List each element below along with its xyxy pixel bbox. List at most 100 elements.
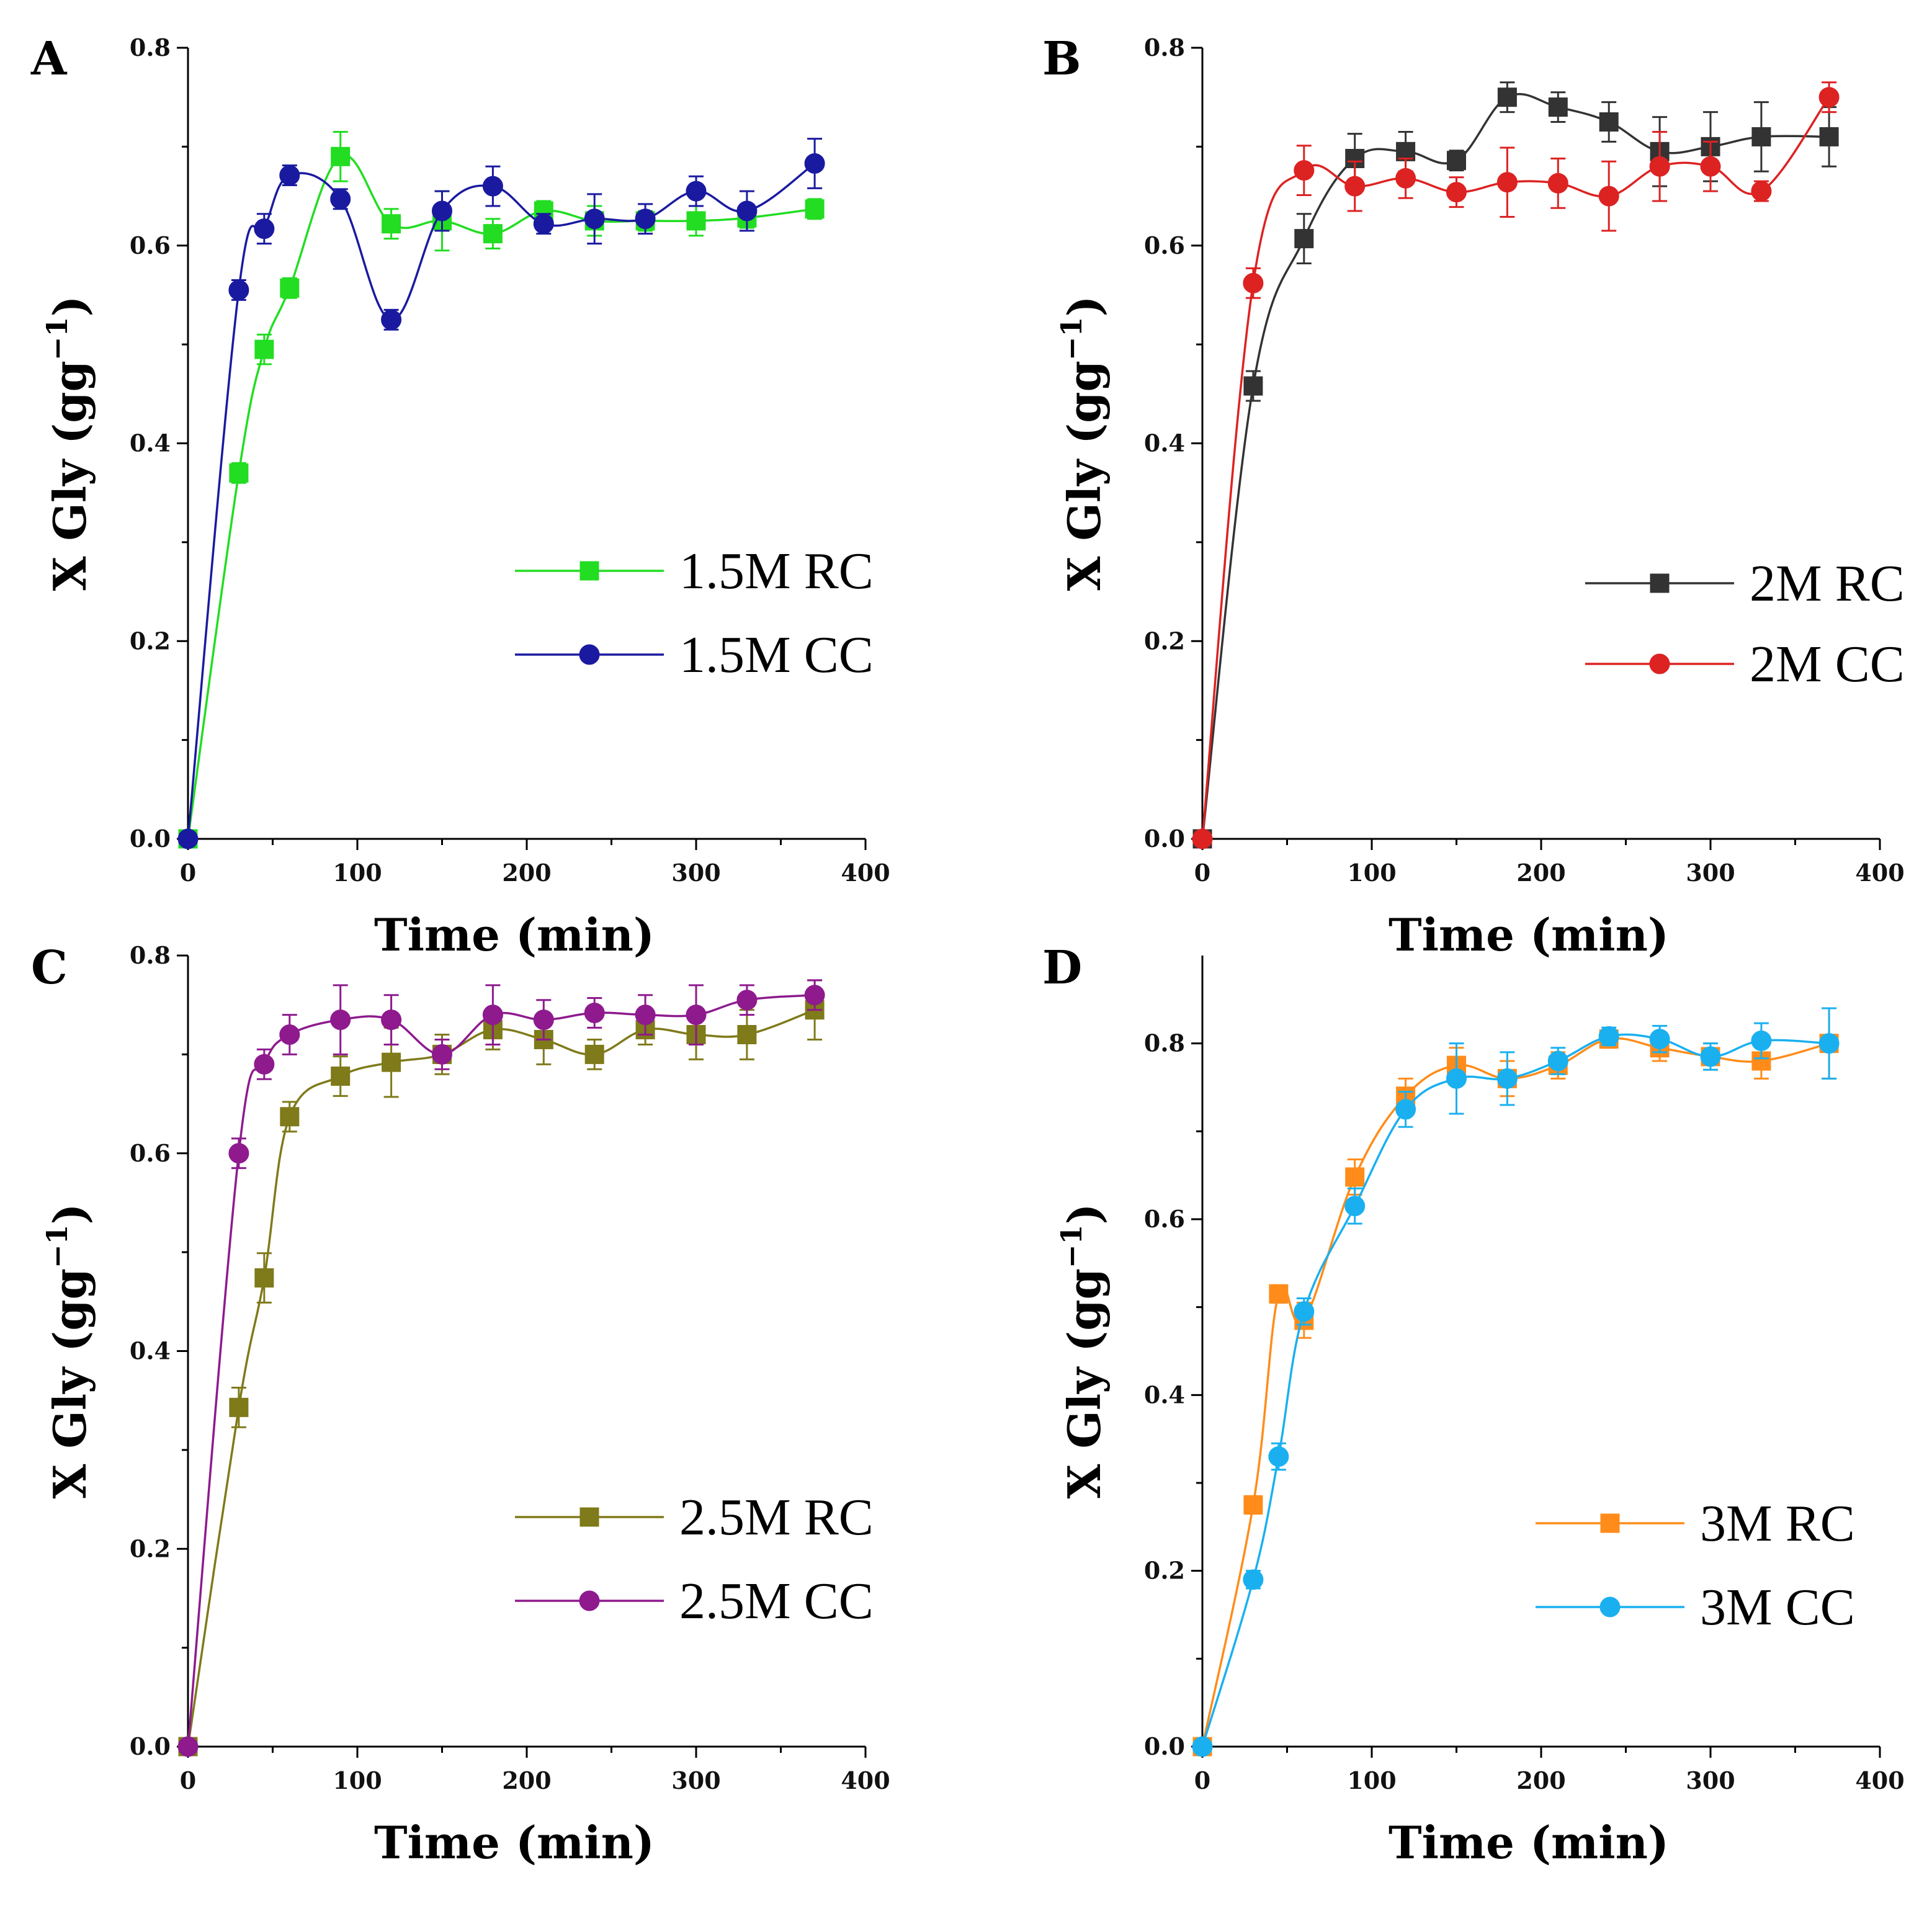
legend-entry: 2M CC: [1585, 635, 1905, 693]
data-point: [1818, 87, 1840, 108]
legend-marker: [579, 644, 600, 665]
x-tick-label: 200: [1516, 1766, 1565, 1794]
data-point: [736, 200, 758, 222]
data-point: [1395, 1099, 1416, 1120]
x-tick-label: 0: [180, 859, 196, 887]
data-point: [381, 309, 402, 330]
data-point: [804, 153, 825, 174]
panel-label: B: [1042, 32, 1081, 86]
panel-label: C: [31, 941, 68, 995]
data-point: [1294, 229, 1314, 249]
data-point: [177, 828, 199, 849]
data-point: [533, 213, 554, 235]
panel-label: D: [1042, 941, 1082, 995]
data-point: [804, 985, 825, 1006]
y-axis-title-superscript: −1: [40, 317, 74, 361]
series-line: [1201, 96, 1830, 839]
data-point: [432, 200, 452, 222]
x-tick-label: 100: [333, 1766, 382, 1794]
x-tick-label: 100: [1347, 859, 1396, 887]
data-point: [482, 176, 503, 197]
data-point: [1547, 172, 1568, 194]
data-point: [229, 463, 249, 483]
series-2M-RC: [1192, 81, 1839, 849]
x-tick-label: 400: [841, 1766, 890, 1794]
data-point: [1598, 186, 1619, 207]
data-point: [381, 1009, 402, 1031]
y-tick-label: 0.8: [130, 34, 171, 61]
series-1_5M-CC: [177, 138, 825, 849]
data-point: [330, 1009, 351, 1031]
data-point: [1192, 1736, 1213, 1757]
legend-label: 2M CC: [1750, 635, 1905, 693]
x-tick-label: 300: [671, 859, 720, 887]
data-point: [1700, 156, 1721, 177]
data-point: [1751, 1030, 1772, 1051]
y-axis-title-main: X Gly (gg: [1058, 1268, 1111, 1498]
data-point: [228, 1143, 249, 1164]
legend-entry: 3M RC: [1536, 1495, 1855, 1552]
panel-c: C 0.0 0.2 0.4 0.6 0.8 0 100 200 300 400 Time (min) X…: [31, 941, 890, 1869]
data-point: [635, 208, 656, 230]
y-axis-title: X Gly (gg−1): [40, 1203, 96, 1498]
y-axis-title-superscript: −1: [40, 1225, 74, 1269]
data-point: [1269, 1284, 1289, 1304]
data-point: [382, 214, 401, 234]
legend-label: 2.5M RC: [679, 1488, 874, 1546]
data-point: [1496, 172, 1518, 193]
data-point: [279, 165, 300, 186]
data-point: [177, 1736, 199, 1757]
data-point: [1268, 1446, 1289, 1467]
data-point: [254, 218, 275, 240]
data-point: [1446, 182, 1467, 203]
y-tick-label: 0.0: [130, 1732, 171, 1760]
x-tick-label: 100: [1347, 1766, 1396, 1794]
y-tick-label: 0.8: [1144, 1029, 1185, 1057]
legend-label: 2M RC: [1750, 555, 1905, 612]
legend-label: 3M RC: [1700, 1495, 1855, 1552]
data-point: [533, 1009, 554, 1031]
data-point: [1243, 272, 1264, 293]
data-point: [584, 208, 605, 230]
data-point: [584, 1044, 604, 1064]
legend-entry: 2M RC: [1585, 555, 1905, 612]
y-axis-title: X Gly (gg−1): [40, 295, 96, 591]
data-point: [1649, 156, 1670, 177]
x-tick-label: 0: [180, 1766, 196, 1794]
x-tick-label: 200: [502, 1766, 551, 1794]
y-axis-title: X Gly (gg−1): [1055, 295, 1111, 591]
data-point: [1294, 1301, 1315, 1322]
series-3M-CC: [1192, 1007, 1840, 1757]
data-point: [686, 1005, 707, 1026]
y-axis-title-close: ): [1058, 295, 1111, 316]
y-tick-label: 0.2: [130, 1534, 171, 1562]
y-tick-label: 0.6: [130, 1139, 171, 1167]
data-point: [1344, 176, 1366, 197]
data-point: [1243, 1495, 1263, 1515]
y-tick-label: 0.6: [1144, 1205, 1185, 1233]
data-point: [280, 1107, 300, 1127]
panel-b: B 0.0 0.2 0.4 0.6 0.8 0 100 200 300 400 Time (min) X…: [1042, 32, 1905, 961]
y-tick-label: 0.8: [1144, 34, 1185, 61]
data-point: [1548, 97, 1568, 117]
data-point: [1547, 1050, 1568, 1072]
data-point: [254, 1054, 275, 1075]
data-point: [805, 199, 825, 219]
series-2_5M-CC: [177, 979, 825, 1757]
y-axis-title-close: ): [1058, 1203, 1111, 1224]
data-point: [1819, 127, 1839, 146]
y-axis-title-close: ): [43, 1203, 96, 1224]
legend-entry: 3M CC: [1536, 1578, 1855, 1636]
y-tick-label: 0.0: [1144, 825, 1185, 853]
legend-label: 1.5M CC: [679, 626, 874, 684]
data-point: [1649, 1029, 1670, 1050]
y-axis-title-main: X Gly (gg: [43, 1268, 96, 1498]
series-line: [187, 1009, 815, 1747]
y-axis-title: X Gly (gg−1): [1055, 1203, 1111, 1498]
series-line: [1201, 1033, 1830, 1747]
legend-marker: [1599, 1596, 1621, 1618]
data-point: [1700, 1046, 1721, 1067]
y-axis-title-superscript: −1: [1055, 317, 1088, 361]
y-tick-label: 0.4: [1144, 429, 1185, 457]
data-point: [1294, 160, 1315, 181]
